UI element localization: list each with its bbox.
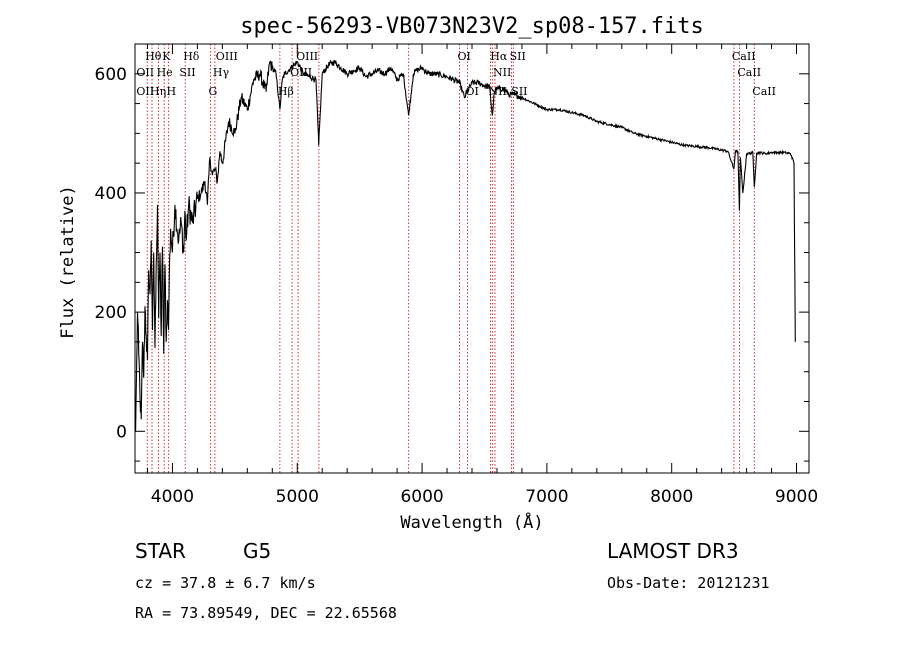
x-tick-label: 5000: [276, 487, 319, 507]
line-label: SII: [511, 85, 527, 98]
line-label: Hη: [150, 85, 166, 98]
line-label: OIII: [290, 66, 312, 79]
x-tick-label: 6000: [400, 487, 443, 507]
x-axis-label: Wavelength (Å): [400, 511, 543, 533]
line-label: Hγ: [213, 66, 230, 79]
line-label: OIII: [216, 50, 238, 63]
spectrum-series-line: [135, 59, 796, 432]
object-subclass: G5: [243, 539, 272, 563]
line-label: CaII: [732, 50, 756, 63]
line-label: Hα: [490, 50, 508, 63]
emission-line-markers: [146, 44, 755, 473]
line-label: OII: [136, 66, 154, 79]
line-label: NII: [493, 66, 511, 79]
redshift-velocity: cz = 37.8 ± 6.7 km/s: [135, 574, 316, 592]
y-tick-label: 0: [116, 422, 127, 442]
x-tick-label: 4000: [151, 487, 194, 507]
survey-name: LAMOST DR3: [607, 539, 739, 563]
x-tick-label: 7000: [525, 487, 568, 507]
plot-frame: [134, 43, 810, 474]
line-label: K: [162, 50, 171, 63]
chart-title: spec-56293-VB073N23V2_sp08-157.fits: [240, 14, 704, 39]
line-label: SII: [510, 50, 526, 63]
y-tick-label: 600: [95, 65, 127, 85]
axis-ticks: 4000 5000 6000 7000 8000 9000 0 200 400 600: [95, 43, 818, 507]
y-axis-label: Flux (relative): [58, 185, 78, 339]
line-label: OII: [136, 85, 154, 98]
line-label: Hδ: [183, 50, 200, 63]
observation-date: Obs-Date: 20121231: [607, 574, 770, 592]
y-tick-label: 200: [95, 303, 127, 323]
coordinates: RA = 73.89549, DEC = 22.65568: [135, 604, 397, 622]
line-label: Hθ: [145, 50, 162, 63]
line-label: G: [209, 85, 218, 98]
line-label: H: [167, 85, 177, 98]
line-label: Hβ: [278, 85, 294, 98]
line-label: OIII: [296, 50, 318, 63]
line-label: CaII: [752, 85, 776, 98]
line-label: He: [157, 66, 173, 79]
line-label: SII: [179, 66, 195, 79]
line-label: CaII: [737, 66, 761, 79]
y-tick-label: 400: [95, 184, 127, 204]
x-tick-label: 8000: [650, 487, 693, 507]
x-tick-label: 9000: [775, 487, 818, 507]
object-class: STAR: [135, 539, 186, 563]
line-label: OI: [458, 50, 471, 63]
